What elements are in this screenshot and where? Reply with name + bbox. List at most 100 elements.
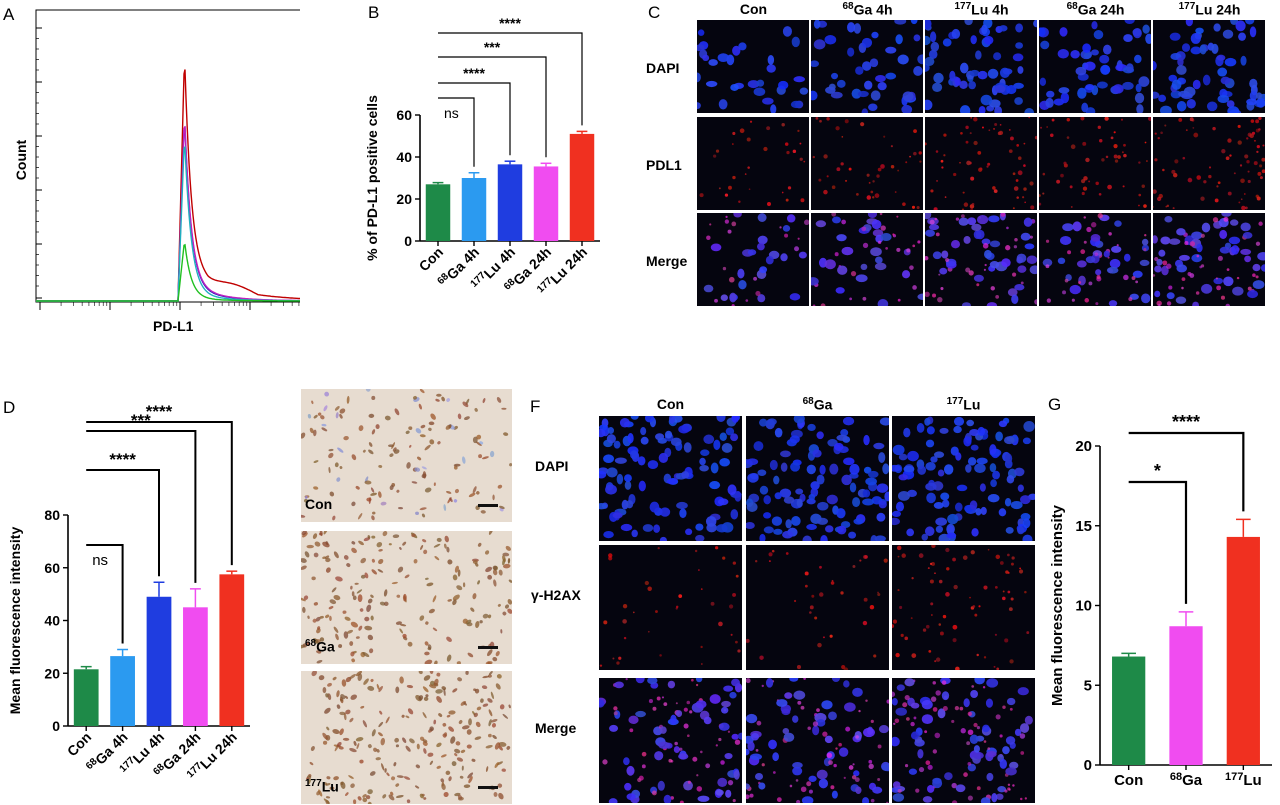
scale-bar	[478, 504, 498, 507]
micrograph-tile	[697, 117, 809, 210]
y-axis-label: % of PD-L1 positive cells	[364, 95, 380, 261]
x-tick-label: Con	[64, 729, 95, 760]
histogram-ylabel: Count	[13, 139, 29, 181]
micrograph-tile	[811, 117, 923, 210]
micrograph-tile	[599, 678, 742, 803]
y-tick-label: 20	[44, 665, 60, 681]
isotope-superscript: 68	[1066, 1, 1078, 12]
micrograph-tile	[892, 678, 1035, 803]
label-name: Lu	[963, 396, 981, 413]
significance-label: ns	[92, 552, 108, 569]
label-name: Ga	[316, 638, 335, 655]
label-name: Ga	[813, 396, 833, 413]
micrograph-tile	[1039, 20, 1151, 113]
significance-bracket	[438, 82, 511, 156]
column-label: 177Lu	[892, 396, 1035, 413]
panel-letter-f: F	[530, 397, 541, 416]
histogram-curve	[36, 125, 300, 302]
column-label: 177Lu 24h	[1153, 1, 1266, 18]
ihc-image	[301, 531, 512, 664]
significance-label: ns	[444, 105, 459, 121]
column-label: Con	[599, 396, 742, 412]
y-tick-label: 80	[44, 507, 60, 523]
ihc-image	[301, 389, 512, 522]
bar	[497, 164, 523, 241]
significance-bracket	[438, 97, 475, 167]
label-name: Lu	[321, 778, 339, 795]
row-label: DAPI	[646, 60, 680, 76]
label-name: Lu 4h	[971, 1, 1009, 18]
micrograph-tile	[925, 117, 1037, 210]
scale-bar	[478, 786, 498, 789]
significance-label: ****	[1172, 412, 1200, 432]
micrograph-tile	[697, 213, 809, 306]
isotope-superscript: 177	[946, 396, 964, 407]
bar	[533, 166, 559, 241]
category-name: Ga	[1182, 772, 1203, 789]
histogram-curve	[36, 145, 300, 302]
column-label: 177Lu 4h	[925, 1, 1038, 18]
bar-chart-g: 0 5 10 15 20 Mean fluorescence intensity Con 68…	[1049, 412, 1272, 789]
panel-letter-g: G	[1048, 395, 1062, 414]
column-label: 68Ga 4h	[811, 1, 924, 18]
histogram-curves	[36, 69, 300, 302]
category-name: Con	[1114, 772, 1143, 789]
significance-bracket	[86, 544, 124, 644]
ihc-label: 177Lu	[305, 778, 339, 795]
histogram-ticks	[36, 27, 300, 310]
label-name: Ga 4h	[853, 1, 893, 18]
bar	[183, 607, 208, 726]
y-tick-label: 0	[52, 718, 60, 734]
isotope-superscript: 68	[802, 396, 814, 407]
significance-bracket	[86, 469, 160, 577]
micrograph-tile	[1153, 20, 1265, 113]
y-tick-label: 20	[1075, 438, 1092, 455]
category-name: Lu 24h	[197, 729, 240, 772]
y-tick-label: 60	[396, 107, 412, 123]
bar	[1169, 626, 1203, 765]
column-label: 68Ga 24h	[1039, 1, 1152, 18]
y-tick-label: 0	[1084, 757, 1092, 774]
row-label: PDL1	[646, 157, 682, 173]
significance-label: ****	[499, 15, 521, 31]
ihc-label: Con	[305, 496, 332, 512]
ihc-image	[301, 671, 512, 804]
label-name: Con	[305, 496, 333, 512]
y-tick-label: 40	[44, 613, 60, 629]
bar	[73, 669, 99, 726]
bar	[110, 656, 135, 726]
isotope-superscript: 68	[842, 1, 854, 12]
micrograph-tile	[746, 678, 889, 803]
x-tick-label: 177Lu	[1225, 771, 1262, 789]
micrograph-tile	[811, 20, 923, 113]
significance-bracket	[86, 430, 197, 583]
row-label: γ-H2AX	[531, 587, 581, 603]
category-name: Lu 24h	[547, 244, 590, 287]
micrograph-tile	[925, 213, 1037, 306]
panel-letter-d: D	[3, 398, 16, 417]
y-tick-label: 15	[1075, 518, 1092, 535]
significance-bracket	[438, 32, 583, 126]
y-tick-label: 60	[44, 560, 60, 576]
label-name: Con	[739, 1, 768, 17]
bar	[425, 184, 451, 241]
y-tick-label: 0	[404, 233, 412, 249]
micrograph-tile	[892, 416, 1035, 541]
micrograph-tile	[599, 545, 742, 670]
x-tick-label: 68Ga	[1170, 771, 1203, 789]
x-tick-label: Con	[416, 244, 447, 275]
micrograph-tile	[1153, 117, 1265, 210]
row-label: DAPI	[535, 458, 569, 474]
category-name: Con	[64, 729, 95, 760]
micrograph-tile	[925, 20, 1037, 113]
bar	[1112, 656, 1146, 765]
y-tick-label: 5	[1084, 677, 1092, 694]
panel-letter-b: B	[368, 3, 380, 22]
row-label: Merge	[535, 720, 577, 736]
isotope-superscript: 177	[1225, 771, 1243, 783]
micrograph-tile	[811, 213, 923, 306]
micrograph-tile	[697, 20, 809, 113]
significance-label: ****	[146, 402, 173, 421]
